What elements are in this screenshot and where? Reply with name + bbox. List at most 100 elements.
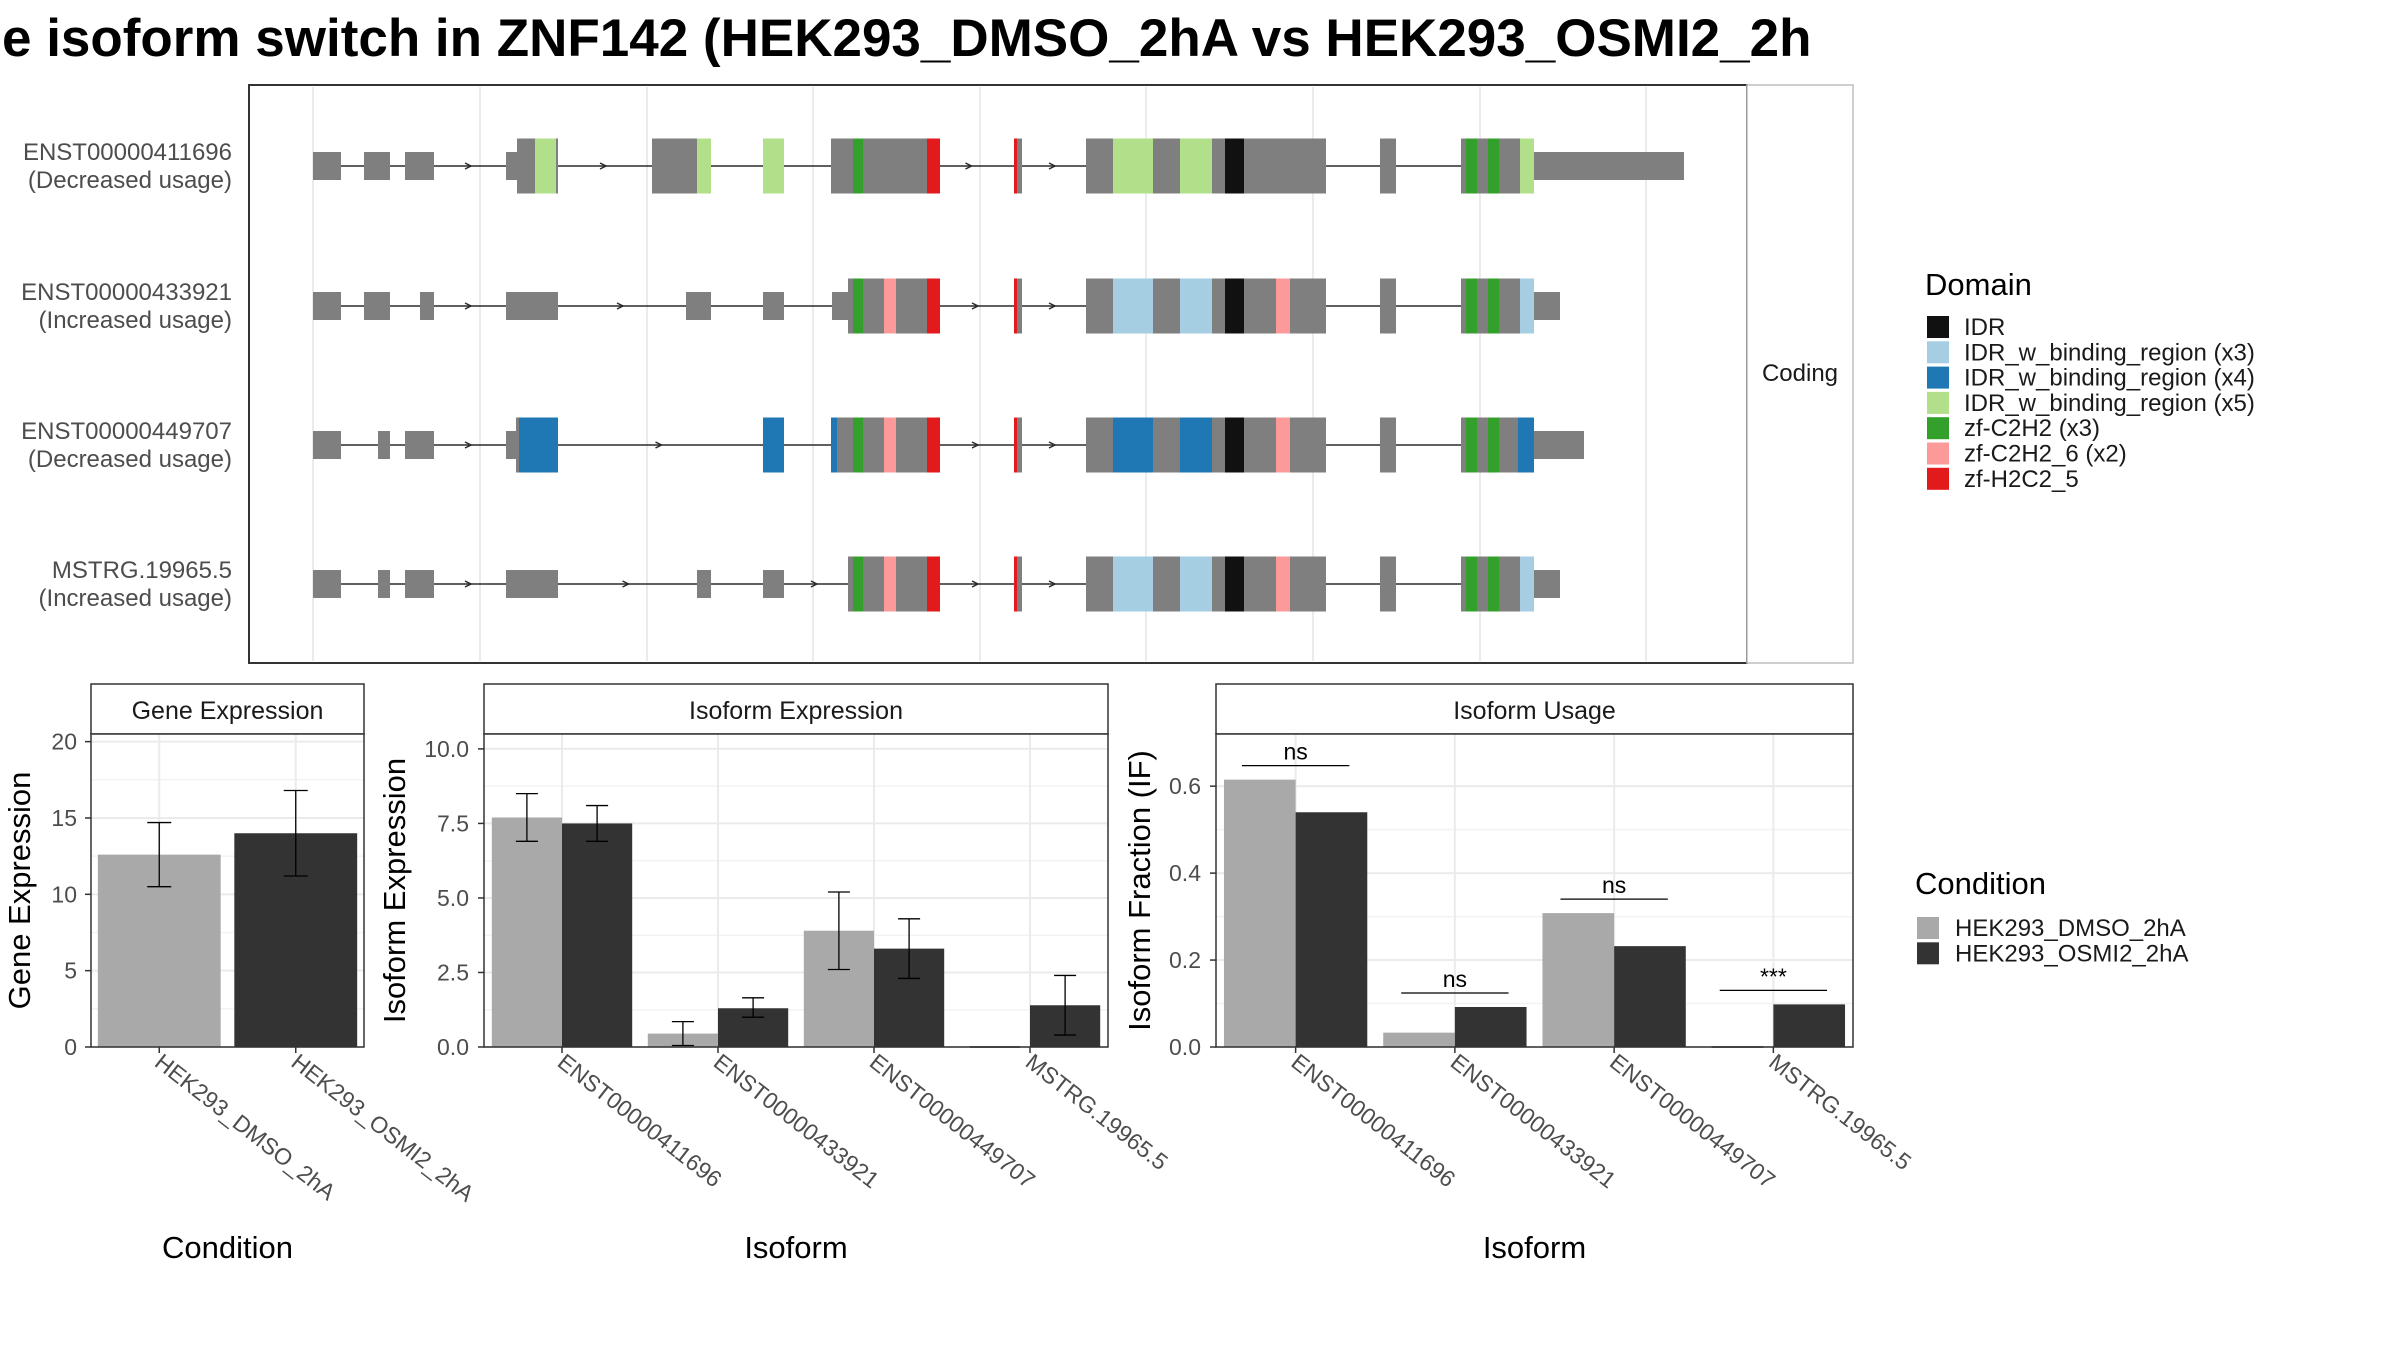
panel-strip — [90, 683, 365, 735]
plot-border — [483, 733, 1109, 1048]
significance-label: ns — [1283, 739, 1307, 765]
strand-arrow — [971, 580, 980, 588]
domain-segment — [1488, 138, 1499, 194]
legend-key — [1927, 467, 1949, 490]
exon — [506, 152, 517, 180]
strand-arrow — [810, 580, 819, 588]
domain-legend-title: Domain — [1925, 267, 2032, 302]
x-tick-label: ENST00000433921 — [709, 1048, 884, 1193]
domain-segment — [853, 278, 863, 334]
domain-segment — [1225, 278, 1244, 334]
exon — [405, 152, 434, 180]
significance-label: ns — [1602, 872, 1626, 898]
bar — [1383, 1032, 1455, 1047]
exon — [517, 138, 535, 194]
strand-arrow — [965, 162, 974, 170]
isoform-track — [313, 278, 1560, 334]
legend-key — [1927, 417, 1949, 440]
domain-segment — [1225, 138, 1244, 194]
domain-segment — [1520, 138, 1534, 194]
bar-chart-panel: Isoform Usage 0.0 0.2 0.4 0.6 ns ns ns *** ENST00… — [1122, 683, 1916, 1265]
bar — [1614, 946, 1686, 1047]
isoform-track — [313, 556, 1560, 612]
y-tick-label: 20 — [51, 729, 77, 755]
legend-label: IDR_w_binding_region (x5) — [1964, 390, 2255, 417]
legend-key — [1927, 391, 1949, 414]
domain-segment — [1520, 556, 1534, 612]
domain-segment — [927, 556, 940, 612]
exon — [405, 431, 434, 459]
y-tick-label: 10.0 — [424, 736, 469, 762]
domain-segment — [1518, 417, 1534, 473]
facet-strip — [1746, 84, 1854, 664]
y-tick-label: 0.0 — [437, 1034, 469, 1060]
domain-segment — [927, 278, 940, 334]
condition-legend: Condition HEK293_DMSO_2hAHEK293_OSMI2_2h… — [1915, 866, 2188, 967]
exon — [313, 292, 341, 320]
y-axis-title: Isoform Fraction (IF) — [1122, 750, 1157, 1031]
legend-key — [1917, 942, 1939, 965]
bar — [1223, 779, 1296, 1047]
condition-legend-title: Condition — [1915, 866, 2046, 901]
domain-segment — [1225, 556, 1244, 612]
domain-segment — [1488, 278, 1499, 334]
domain-segment — [927, 138, 940, 194]
exon — [1534, 570, 1560, 598]
bar-chart-panel: Isoform Expression 0.0 2.5 5.0 7.5 10.0 ENST00… — [377, 683, 1173, 1265]
isoform-id-label: ENST00000449707 — [21, 418, 232, 445]
strand-arrow — [1048, 441, 1057, 449]
domain-segment — [763, 138, 784, 194]
x-tick-label: ENST00000449707 — [1605, 1048, 1780, 1193]
domain-segment — [1520, 278, 1534, 334]
isoform-structure-panel: Coding ENST00000411696(Decreased usage)E… — [21, 84, 1854, 664]
y-tick-label: 0 — [64, 1034, 77, 1060]
domain-segment — [1014, 278, 1017, 334]
bar — [491, 817, 562, 1047]
y-tick-label: 0.2 — [1169, 947, 1201, 973]
strand-arrow — [616, 302, 625, 310]
panel-strip — [1215, 683, 1854, 735]
strand-arrow — [1048, 162, 1057, 170]
legend-key — [1927, 442, 1949, 465]
isoform-usage-label: (Decreased usage) — [28, 446, 232, 473]
exon — [1534, 431, 1584, 459]
domain-segment — [1276, 556, 1290, 612]
legend-label: HEK293_OSMI2_2hA — [1955, 940, 2188, 967]
x-tick-label: ENST00000433921 — [1446, 1048, 1621, 1193]
isoform-track — [313, 417, 1584, 473]
exon — [1014, 138, 1022, 194]
exon — [1380, 138, 1396, 194]
domain-segment — [853, 417, 863, 473]
exon — [313, 431, 341, 459]
legend-label: IDR — [1964, 314, 2005, 341]
domain-segment — [1276, 278, 1290, 334]
panel-strip — [483, 683, 1109, 735]
domain-segment — [1466, 417, 1477, 473]
x-tick-label: ENST00000449707 — [865, 1048, 1040, 1193]
strand-arrow — [464, 580, 473, 588]
exon — [1380, 556, 1396, 612]
domain-segment — [1466, 278, 1477, 334]
exon — [313, 570, 341, 598]
domain-segment — [884, 278, 896, 334]
domain-segment — [853, 138, 863, 194]
domain-segment — [763, 417, 784, 473]
strand-arrow — [1048, 580, 1057, 588]
domain-segment — [1180, 556, 1212, 612]
legend-label: zf-C2H2 (x3) — [1964, 415, 2100, 442]
y-tick-label: 0.4 — [1169, 860, 1201, 886]
strand-arrow — [464, 162, 473, 170]
strand-arrow — [464, 302, 473, 310]
domain-segment — [927, 417, 940, 473]
isoform-usage-label: (Increased usage) — [39, 307, 232, 334]
isoform-id-label: ENST00000433921 — [21, 279, 232, 306]
exon — [364, 292, 390, 320]
isoform-track — [313, 138, 1684, 194]
domain-segment — [1180, 417, 1212, 473]
domain-segment — [884, 417, 896, 473]
legend-label: IDR_w_binding_region (x3) — [1964, 339, 2255, 366]
panel-title: Isoform Expression — [689, 697, 903, 725]
panel-title: Isoform Usage — [1453, 697, 1616, 725]
exon — [378, 570, 390, 598]
